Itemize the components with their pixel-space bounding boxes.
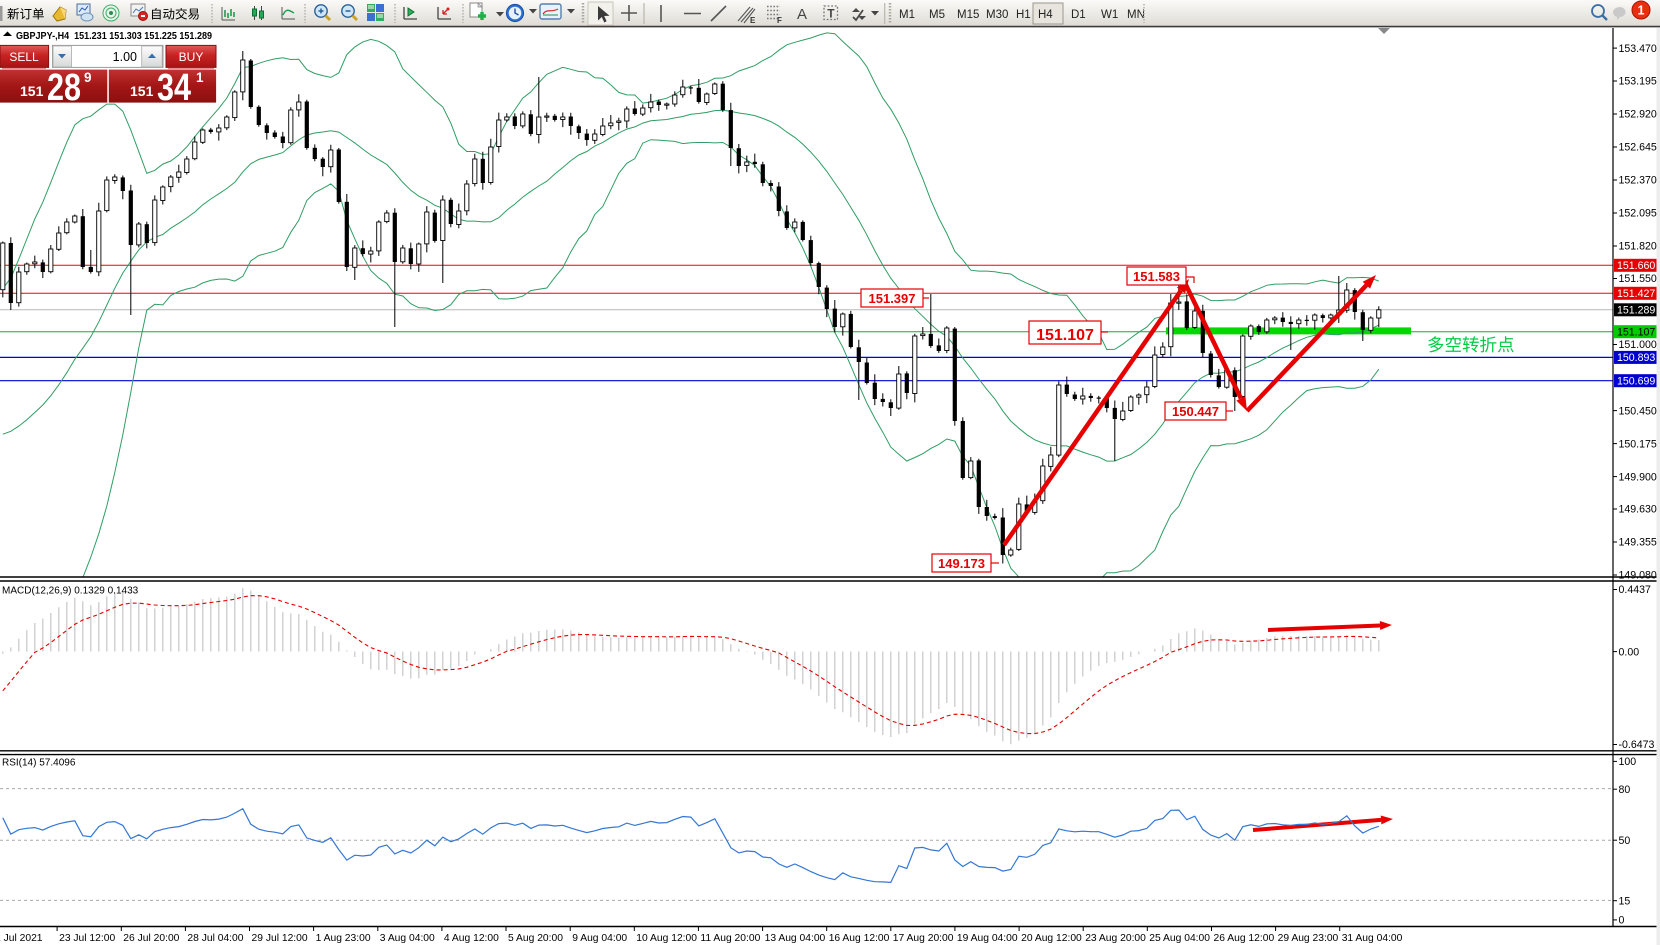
svg-text:3 Aug 04:00: 3 Aug 04:00 — [380, 933, 435, 944]
svg-text:2 Jul 2021: 2 Jul 2021 — [0, 933, 43, 944]
svg-text:15: 15 — [1619, 895, 1631, 907]
svg-text:RSI(14) 57.4096: RSI(14) 57.4096 — [2, 758, 76, 769]
svg-text:50: 50 — [1619, 835, 1631, 847]
svg-text:28: 28 — [47, 67, 81, 109]
svg-text:80: 80 — [1619, 784, 1631, 796]
svg-text:151.397: 151.397 — [869, 291, 916, 306]
svg-text:150.175: 150.175 — [1619, 438, 1657, 450]
svg-text:1: 1 — [196, 70, 204, 85]
svg-text:1: 1 — [1638, 4, 1645, 18]
svg-text:25 Aug 04:00: 25 Aug 04:00 — [1149, 933, 1210, 944]
svg-text:150.450: 150.450 — [1619, 405, 1657, 417]
svg-text:150.699: 150.699 — [1617, 376, 1655, 388]
svg-text:E: E — [750, 16, 756, 25]
svg-text:28 Jul 04:00: 28 Jul 04:00 — [187, 933, 243, 944]
svg-text:152.370: 152.370 — [1619, 175, 1657, 187]
svg-text:151: 151 — [20, 83, 44, 99]
svg-text:149.900: 149.900 — [1619, 471, 1657, 483]
svg-text:9 Aug 04:00: 9 Aug 04:00 — [572, 933, 627, 944]
svg-text:MACD(12,26,9) 0.1329 0.1433: MACD(12,26,9) 0.1329 0.1433 — [2, 586, 139, 597]
svg-text:29 Aug 23:00: 29 Aug 23:00 — [1278, 933, 1339, 944]
svg-text:SELL: SELL — [9, 50, 39, 64]
svg-text:-0.6473: -0.6473 — [1619, 739, 1655, 751]
svg-text:149.355: 149.355 — [1619, 537, 1657, 549]
svg-text:151.000: 151.000 — [1619, 339, 1657, 351]
svg-text:D1: D1 — [1071, 9, 1086, 21]
svg-text:9: 9 — [84, 70, 92, 85]
svg-text:0: 0 — [1619, 915, 1625, 927]
svg-text:34: 34 — [157, 67, 191, 109]
svg-text:151.550: 151.550 — [1619, 273, 1657, 285]
svg-text:19 Aug 04:00: 19 Aug 04:00 — [957, 933, 1018, 944]
svg-text:M15: M15 — [957, 9, 979, 21]
svg-text:100: 100 — [1619, 756, 1637, 768]
svg-text:W1: W1 — [1101, 9, 1118, 21]
svg-text:MN: MN — [1127, 9, 1145, 21]
svg-text:0.00: 0.00 — [1619, 646, 1640, 658]
svg-text:20 Aug 12:00: 20 Aug 12:00 — [1021, 933, 1082, 944]
svg-text:23 Aug 20:00: 23 Aug 20:00 — [1085, 933, 1146, 944]
svg-text:151: 151 — [130, 83, 154, 99]
svg-text:4 Aug 12:00: 4 Aug 12:00 — [444, 933, 499, 944]
svg-text:10 Aug 12:00: 10 Aug 12:00 — [636, 933, 697, 944]
svg-text:149.630: 149.630 — [1619, 504, 1657, 516]
svg-text:13 Aug 04:00: 13 Aug 04:00 — [765, 933, 826, 944]
svg-text:26 Aug 12:00: 26 Aug 12:00 — [1214, 933, 1275, 944]
svg-text:151.660: 151.660 — [1617, 260, 1655, 272]
svg-text:153.195: 153.195 — [1619, 76, 1657, 88]
svg-text:A: A — [797, 6, 807, 23]
svg-text:151.107: 151.107 — [1617, 327, 1655, 339]
svg-text:152.920: 152.920 — [1619, 109, 1657, 121]
svg-text:150.893: 150.893 — [1617, 352, 1655, 364]
svg-text:11 Aug 20:00: 11 Aug 20:00 — [700, 933, 760, 944]
svg-text:152.095: 152.095 — [1619, 208, 1657, 220]
svg-text:151.289: 151.289 — [1617, 305, 1655, 317]
svg-text:H4: H4 — [1038, 9, 1053, 21]
svg-text:151.583: 151.583 — [1133, 269, 1180, 284]
svg-text:H1: H1 — [1016, 9, 1031, 21]
svg-text:F: F — [777, 16, 782, 25]
svg-text:151.820: 151.820 — [1619, 241, 1657, 253]
svg-text:M1: M1 — [899, 9, 915, 21]
svg-text:M5: M5 — [929, 9, 945, 21]
svg-text:31 Aug 04:00: 31 Aug 04:00 — [1342, 933, 1403, 944]
svg-text:17 Aug 20:00: 17 Aug 20:00 — [893, 933, 954, 944]
svg-text:1.00: 1.00 — [113, 50, 137, 64]
svg-text:149.080: 149.080 — [1619, 570, 1657, 582]
svg-text:149.173: 149.173 — [938, 556, 985, 571]
svg-text:GBPJPY-,H4 151.231 151.303 15: GBPJPY-,H4 151.231 151.303 151.225 151.2… — [16, 31, 212, 42]
svg-text:5 Aug 20:00: 5 Aug 20:00 — [508, 933, 563, 944]
svg-text:151.427: 151.427 — [1617, 288, 1655, 300]
svg-text:16 Aug 12:00: 16 Aug 12:00 — [829, 933, 890, 944]
svg-text:T: T — [827, 7, 835, 21]
svg-text:151.107: 151.107 — [1036, 327, 1094, 344]
svg-text:M30: M30 — [986, 9, 1008, 21]
svg-text:23 Jul 12:00: 23 Jul 12:00 — [59, 933, 115, 944]
svg-text:0.4437: 0.4437 — [1619, 584, 1652, 596]
svg-text:1 Aug 23:00: 1 Aug 23:00 — [316, 933, 371, 944]
svg-text:26 Jul 20:00: 26 Jul 20:00 — [123, 933, 179, 944]
svg-text:BUY: BUY — [179, 50, 204, 64]
svg-text:150.447: 150.447 — [1172, 404, 1219, 419]
svg-text:153.470: 153.470 — [1619, 43, 1657, 55]
svg-text:152.645: 152.645 — [1619, 142, 1657, 154]
svg-text:29 Jul 12:00: 29 Jul 12:00 — [252, 933, 308, 944]
